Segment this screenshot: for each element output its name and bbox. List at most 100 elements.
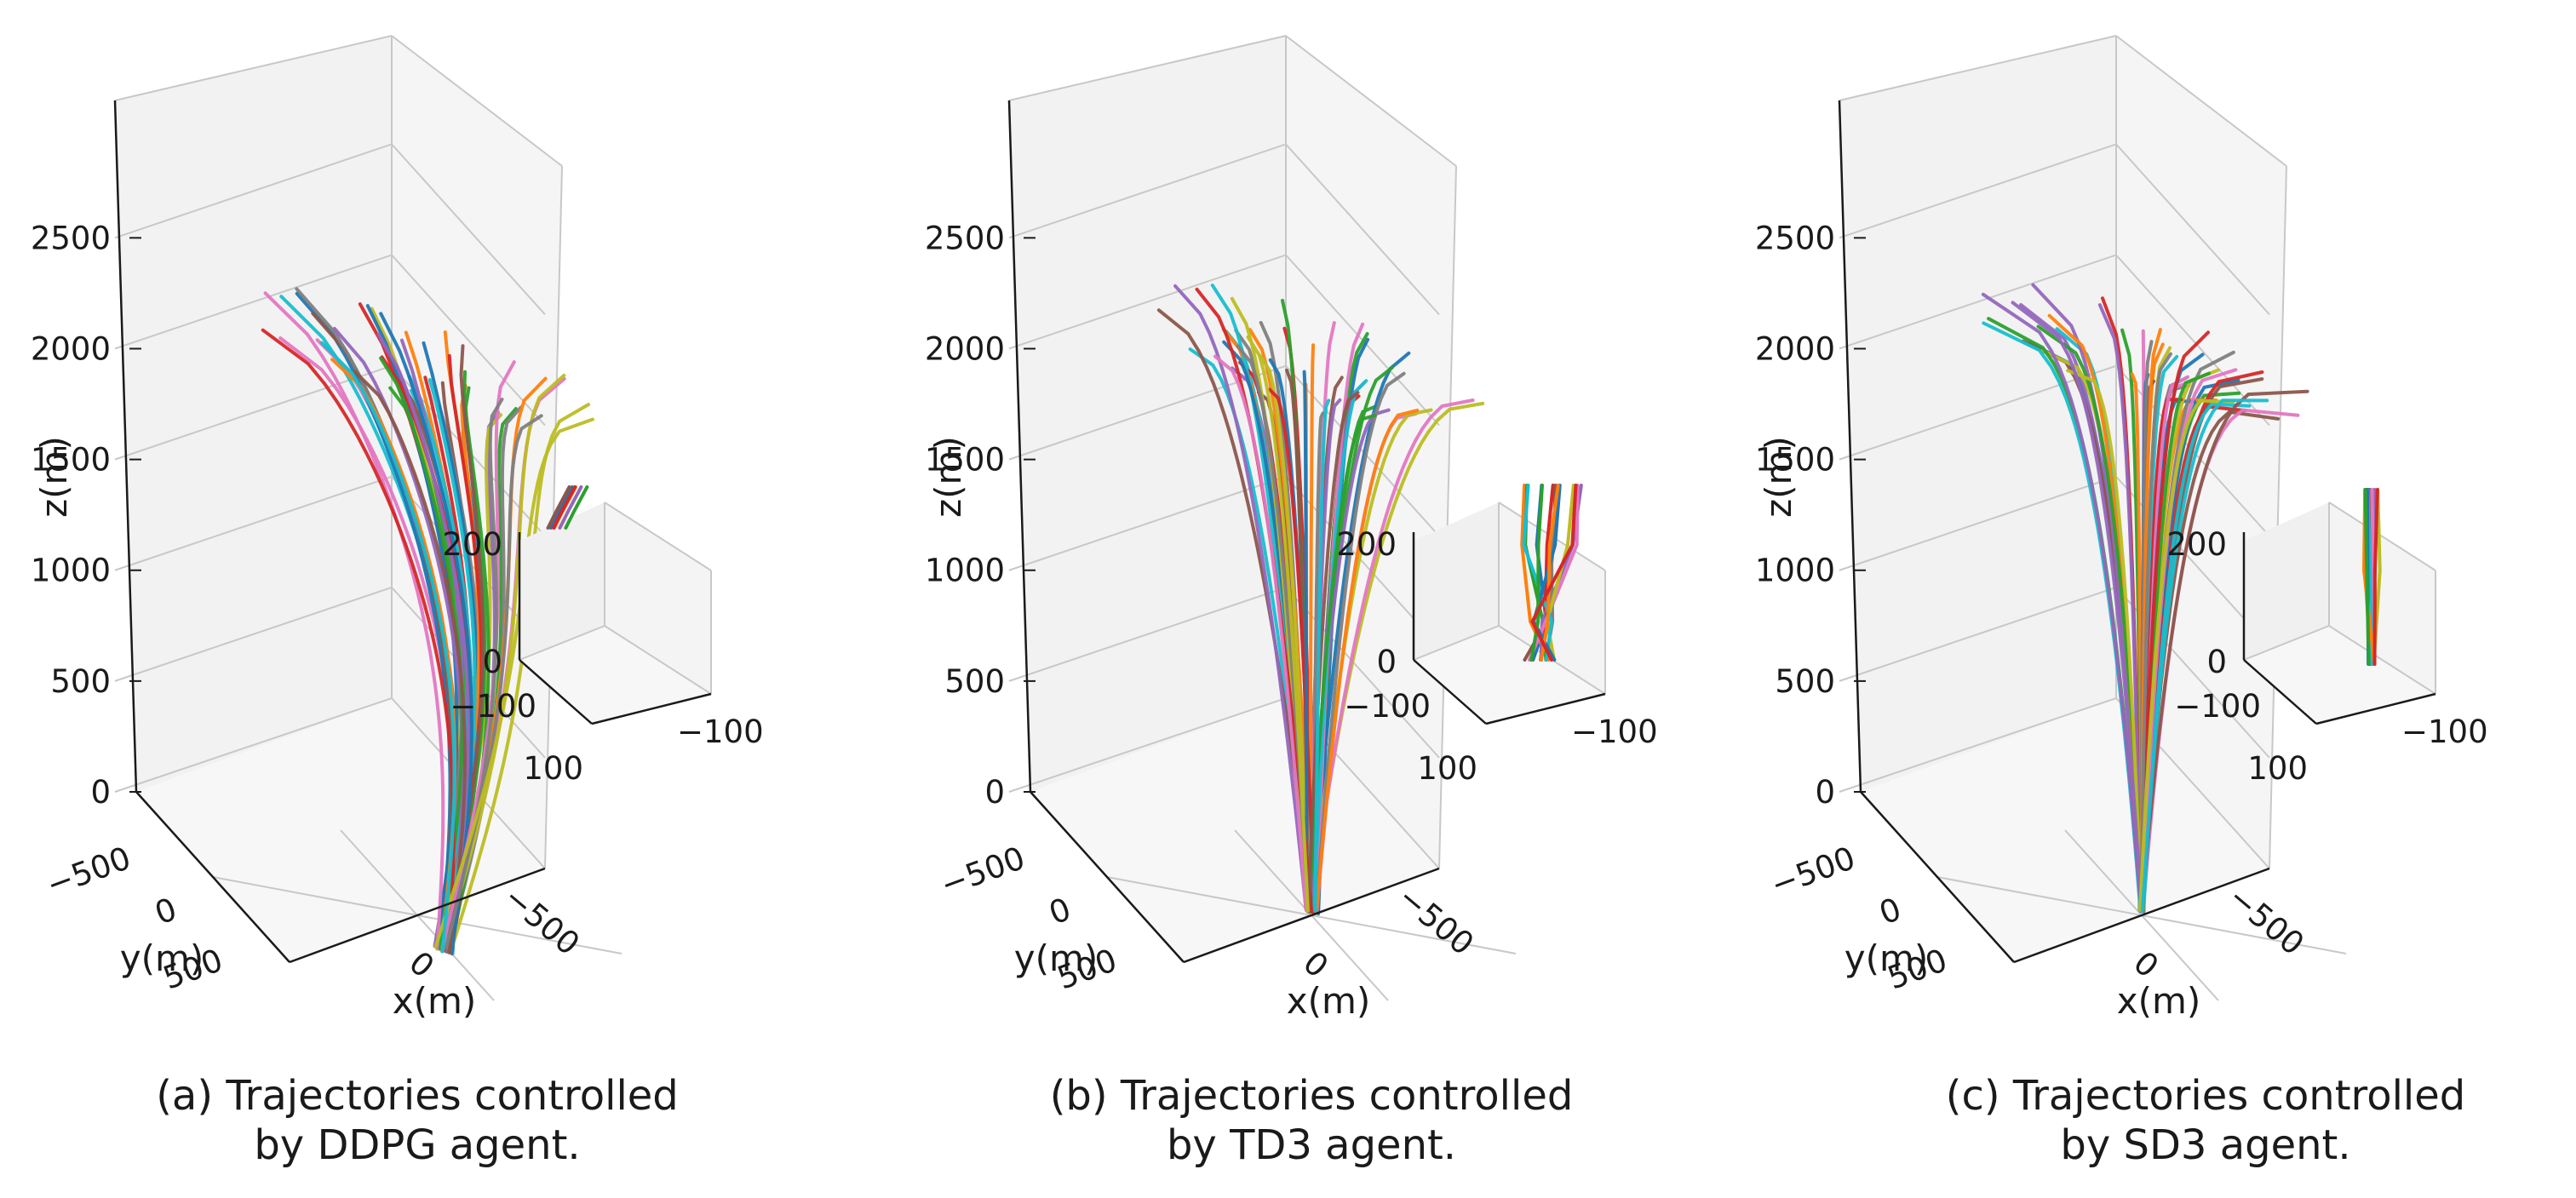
pane-back-left <box>1009 36 1286 792</box>
inset-pane-right <box>605 502 711 694</box>
inset-y-tick-label: −100 <box>450 688 536 725</box>
z-axis-label: z(m) <box>33 436 75 518</box>
caption-td3-line2: by TD3 agent. <box>1166 1121 1457 1169</box>
caption-td3-line1: (b) Trajectories controlled <box>1049 1072 1574 1120</box>
z-tick-label: 1000 <box>31 553 111 589</box>
z-tick-label: 2500 <box>925 220 1005 256</box>
inset-trajectory-line <box>1520 484 1551 662</box>
inset-pane-left <box>519 502 605 660</box>
inset-y-tick-label: 100 <box>2247 750 2308 787</box>
y-axis-line <box>1030 791 1185 963</box>
caption-sd3-line2: by SD3 agent. <box>2060 1121 2351 1169</box>
x-axis-line <box>1183 867 1440 964</box>
y-tick-label: −500 <box>1766 840 1860 903</box>
inset-trajectory-line <box>564 485 589 530</box>
x-axis-line <box>289 867 546 964</box>
z-tick-label: 2000 <box>31 330 111 367</box>
right-edge <box>1438 165 1457 869</box>
caption-ddpg-line2: by DDPG agent. <box>254 1121 581 1169</box>
z-tick-label: 1500 <box>925 442 1005 479</box>
x-tick-label: 0 <box>1296 944 1335 985</box>
top-left-edge <box>1008 35 1287 101</box>
caption-sd3-line1: (c) Trajectories controlled <box>1945 1072 2466 1120</box>
trajectory-line <box>1302 370 1309 911</box>
inset-pane-floor <box>1414 626 1605 724</box>
z-axis-line <box>1007 100 1032 793</box>
inset-x-tick-label: −100 <box>2401 714 2488 750</box>
y-tick-label: 0 <box>150 891 181 931</box>
x-axis-label: x(m) <box>2117 980 2201 1022</box>
inset-y-tick-label: −100 <box>2174 688 2261 725</box>
z-tick-label: 2000 <box>925 330 1005 367</box>
trajectory-line <box>1306 391 1360 912</box>
z-tick-label: 500 <box>944 663 1005 700</box>
inset-pane-floor <box>519 626 711 724</box>
inset-trajectory-line <box>2363 488 2371 666</box>
x-tick-label: 0 <box>2126 944 2166 985</box>
inset-trajectory-line <box>1530 484 1578 662</box>
top-left-edge <box>114 35 393 101</box>
trajectory-line <box>319 341 456 954</box>
trajectories <box>1981 283 2309 914</box>
trajectory-line <box>445 398 504 950</box>
z-tick-label: 0 <box>1815 774 1835 811</box>
z-axis-label: z(m) <box>927 436 969 518</box>
top-right-edge <box>391 35 563 167</box>
inset-grid <box>1413 625 1500 661</box>
trajectories <box>261 287 594 956</box>
trajectory-line <box>1213 354 1308 911</box>
inset-pane-right <box>2329 502 2435 694</box>
y-axis-line <box>135 791 290 963</box>
x-axis-label: x(m) <box>393 980 477 1022</box>
inset-z-tick-label: 0 <box>1376 644 1397 680</box>
top-left-edge <box>1839 35 2117 101</box>
trajectory-line <box>353 370 468 954</box>
z-tick-label: 2500 <box>31 220 111 256</box>
inset-y-tick-label: 100 <box>523 750 583 787</box>
inset-y-axis-line <box>2243 659 2317 725</box>
z-axis-line <box>1838 100 1862 793</box>
y-axis-line <box>1860 791 2015 963</box>
trajectory-line <box>2066 369 2143 913</box>
trajectory-line <box>2140 398 2269 914</box>
inset-trajectory-line <box>2372 488 2379 666</box>
inset-y-tick-label: 100 <box>1417 750 1477 787</box>
inset-a: 0 200 −100 100 −100 <box>442 485 764 787</box>
inset-b: 0 200 −100 100 −100 <box>1336 484 1658 787</box>
z-tick-label: 0 <box>984 774 1005 811</box>
y-tick-label: −500 <box>936 840 1030 903</box>
z-tick-label: 500 <box>1775 663 1835 700</box>
x-axis-label: x(m) <box>1287 980 1371 1022</box>
z-axis-line <box>113 100 138 793</box>
trajectory-line <box>448 403 590 955</box>
z-tick-label: 2000 <box>1755 330 1835 367</box>
inset-grid <box>604 625 712 695</box>
inset-grid <box>604 502 712 571</box>
x-tick-label: 0 <box>402 944 441 985</box>
x-axis-line <box>2013 867 2270 964</box>
inset-z-tick-label: 200 <box>442 526 502 563</box>
z-tick-label: 1500 <box>31 442 111 479</box>
inset-y-tick-label: −100 <box>1344 688 1431 725</box>
top-right-edge <box>1285 35 1457 167</box>
top-right-edge <box>2115 35 2287 167</box>
trajectory-line <box>1246 335 1310 913</box>
inset-pane-left <box>1414 502 1499 660</box>
inset-z-tick-label: 200 <box>1336 526 1397 563</box>
inset-trajectory-line <box>1528 484 1580 662</box>
right-edge <box>2269 165 2287 869</box>
trajectory-line <box>433 417 594 949</box>
z-tick-label: 2500 <box>1755 220 1835 256</box>
inset-z-tick-label: 0 <box>482 644 502 680</box>
y-axis-label: y(m) <box>1845 937 1929 979</box>
trajectory-line <box>1313 398 1331 913</box>
z-tick-label: 0 <box>90 774 111 811</box>
trajectories <box>1156 284 1485 916</box>
trajectory-line <box>2011 301 2143 914</box>
